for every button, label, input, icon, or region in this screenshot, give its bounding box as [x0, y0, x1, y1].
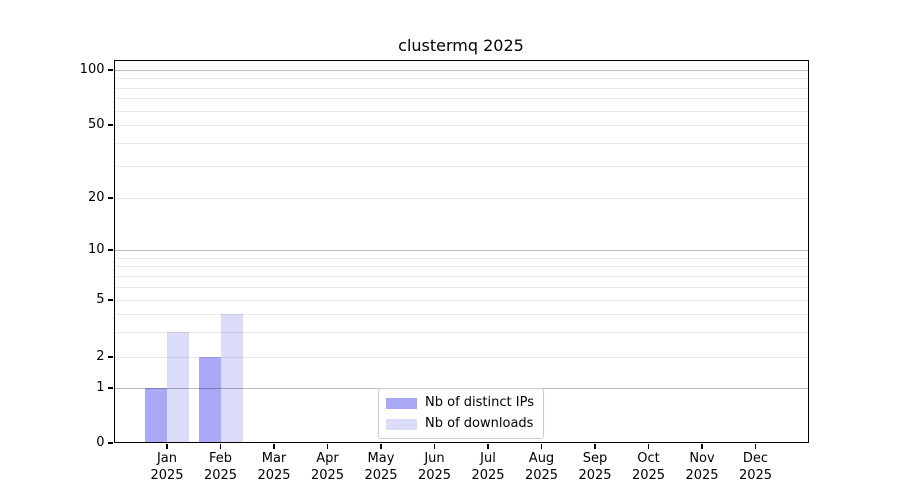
bars-layer [114, 60, 810, 443]
x-tick-year: 2025 [257, 468, 291, 483]
x-tick-label: Jan 2025 [136, 450, 198, 484]
y-tick-label: 20 [87, 190, 105, 205]
x-tick-year: 2025 [150, 468, 184, 483]
x-tick-mark [487, 443, 489, 449]
legend: Nb of distinct IPs Nb of downloads [378, 388, 544, 439]
y-tick-label: 2 [96, 349, 105, 364]
x-tick-month: Feb [208, 451, 233, 466]
y-tick-mark [108, 249, 113, 251]
x-tick-mark [380, 443, 382, 449]
x-tick-mark [540, 443, 543, 449]
x-tick-label: Nov 2025 [671, 450, 733, 484]
legend-swatch-downloads [386, 418, 418, 430]
x-tick-mark [219, 443, 222, 449]
x-tick-month: Jun [424, 451, 445, 466]
bar-distinct-ips [198, 357, 221, 443]
x-tick-mark [754, 443, 757, 449]
x-tick-month: Dec [742, 451, 769, 466]
y-tick-label: 5 [96, 292, 105, 307]
x-tick-month: Jul [480, 451, 496, 466]
x-tick-month: Jan [156, 451, 178, 466]
y-tick-mark [108, 299, 113, 301]
x-tick-year: 2025 [524, 468, 559, 483]
x-tick-mark [701, 443, 703, 449]
x-tick-label: May 2025 [350, 450, 412, 484]
x-tick-label: Sep 2025 [564, 450, 626, 484]
legend-item-downloads: Nb of downloads [386, 416, 534, 432]
legend-label-distinct-ips: Nb of distinct IPs [425, 395, 534, 410]
y-tick-label: 10 [87, 242, 105, 257]
y-tick-label: 100 [79, 62, 105, 77]
x-tick-mark [166, 443, 168, 449]
x-tick-label: Feb 2025 [190, 450, 252, 484]
x-tick-mark [594, 443, 596, 449]
chart-title: clustermq 2025 [398, 36, 524, 55]
x-tick-mark [326, 443, 329, 449]
x-tick-month: Oct [637, 451, 660, 466]
x-tick-label: Mar 2025 [243, 450, 305, 484]
x-tick-year: 2025 [417, 468, 452, 483]
legend-swatch-distinct-ips [386, 397, 418, 409]
y-tick-label: 0 [96, 435, 105, 450]
y-tick-mark [108, 356, 113, 358]
x-tick-label: Apr 2025 [297, 450, 359, 484]
y-tick-mark [108, 69, 113, 71]
x-tick-year: 2025 [738, 468, 773, 483]
y-tick-mark [108, 442, 113, 444]
bar-downloads [220, 313, 243, 443]
x-tick-year: 2025 [310, 468, 345, 483]
legend-label-downloads: Nb of downloads [425, 416, 534, 431]
y-tick-label: 1 [96, 380, 105, 395]
bar-downloads [167, 331, 189, 443]
x-tick-label: Jun 2025 [404, 450, 466, 484]
x-tick-month: Nov [689, 451, 715, 466]
y-tick-mark [108, 197, 113, 199]
x-tick-month: Aug [528, 451, 555, 466]
plot-area [113, 60, 810, 443]
x-tick-mark [273, 443, 275, 449]
bar-distinct-ips [145, 388, 167, 443]
x-tick-year: 2025 [578, 468, 612, 483]
x-tick-month: Apr [316, 451, 339, 466]
x-tick-label: Aug 2025 [511, 450, 573, 484]
x-tick-month: Sep [582, 451, 608, 466]
legend-item-distinct-ips: Nb of distinct IPs [386, 395, 534, 411]
y-tick-label: 50 [87, 117, 105, 132]
x-tick-year: 2025 [203, 468, 238, 483]
x-tick-label: Oct 2025 [618, 450, 680, 484]
y-tick-mark [108, 387, 113, 389]
x-tick-year: 2025 [631, 468, 666, 483]
x-tick-mark [647, 443, 650, 449]
x-tick-label: Jul 2025 [457, 450, 519, 484]
x-tick-year: 2025 [471, 468, 505, 483]
x-tick-label: Dec 2025 [725, 450, 787, 484]
x-tick-mark [433, 443, 436, 449]
x-tick-year: 2025 [364, 468, 398, 483]
y-tick-mark [108, 124, 113, 126]
x-tick-year: 2025 [685, 468, 719, 483]
x-tick-month: May [367, 451, 395, 466]
x-tick-month: Mar [261, 451, 287, 466]
